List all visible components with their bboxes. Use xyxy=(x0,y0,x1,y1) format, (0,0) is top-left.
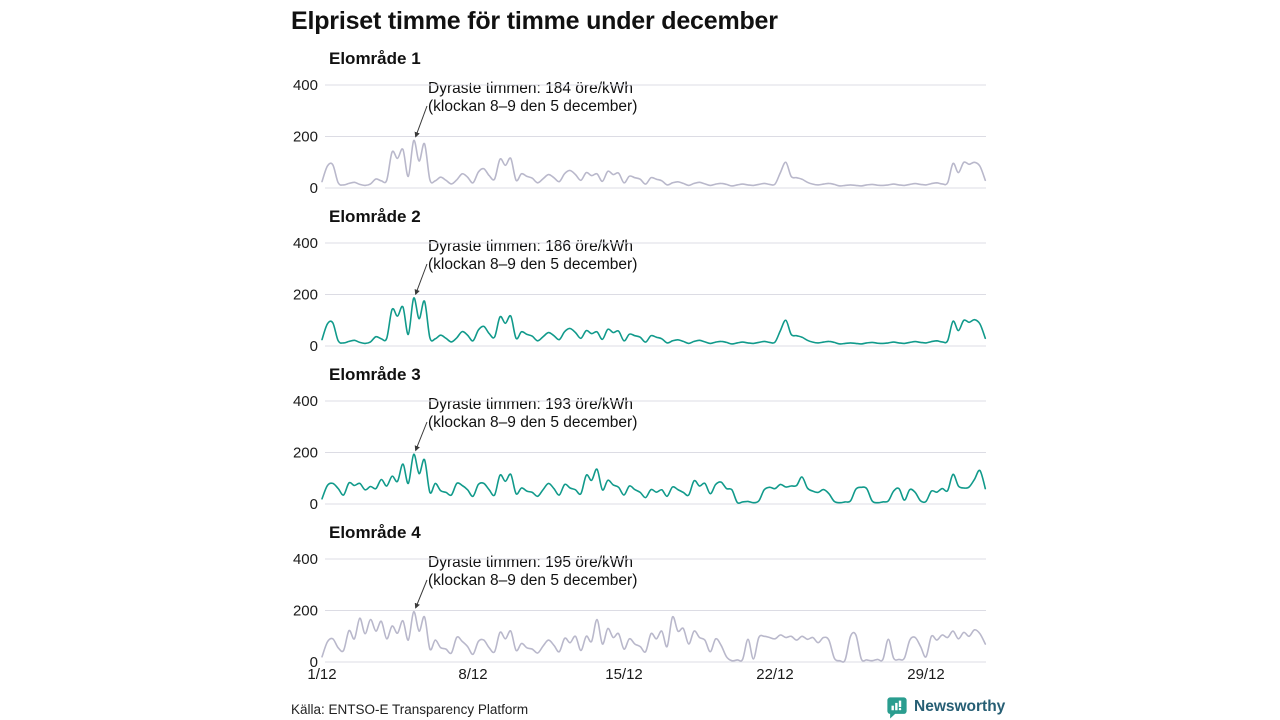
source-credit: Källa: ENTSO-E Transparency Platform xyxy=(291,702,529,717)
chart-panel-elomrade-1: Elområde 1 Dyraste timmen: 184 öre/kWh (… xyxy=(0,44,1280,202)
line-chart: 400 200 0 xyxy=(293,235,987,355)
peak-annotation: Dyraste timmen: 195 öre/kWh (klockan 8–9… xyxy=(428,554,637,590)
annotation-line-2: (klockan 8–9 den 5 december) xyxy=(428,572,638,589)
chart-panel-elomrade-2: Elområde 2 Dyraste timmen: 186 öre/kWh (… xyxy=(0,202,1280,360)
annotation-line-2: (klockan 8–9 den 5 december) xyxy=(428,414,638,431)
svg-text:200: 200 xyxy=(293,287,318,304)
brand-logo: Newsworthy xyxy=(886,695,1005,719)
annotation-line-1: Dyraste timmen: 184 öre/kWh xyxy=(428,80,634,97)
svg-text:400: 400 xyxy=(293,77,318,94)
x-tick: 29/12 xyxy=(907,666,945,683)
x-axis: 1/12 8/12 15/12 22/12 29/12 xyxy=(0,666,1280,686)
x-tick: 15/12 xyxy=(605,666,643,683)
peak-annotation: Dyraste timmen: 186 öre/kWh (klockan 8–9… xyxy=(428,238,637,274)
x-tick: 1/12 xyxy=(307,666,337,683)
newsworthy-logo-icon xyxy=(887,696,907,718)
chart-panel-elomrade-4: Elområde 4 Dyraste timmen: 195 öre/kWh (… xyxy=(0,518,1280,676)
svg-text:0: 0 xyxy=(310,496,318,513)
peak-annotation: Dyraste timmen: 184 öre/kWh (klockan 8–9… xyxy=(428,80,637,116)
panel-title: Elområde 1 xyxy=(329,49,421,68)
svg-text:200: 200 xyxy=(293,603,318,620)
panel-title: Elområde 2 xyxy=(329,207,421,226)
line-chart: 400 200 0 xyxy=(293,551,987,671)
brand-name: Newsworthy xyxy=(914,698,1006,715)
svg-text:400: 400 xyxy=(293,235,318,252)
line-chart: 400 200 0 xyxy=(293,77,987,197)
svg-text:400: 400 xyxy=(293,393,318,410)
annotation-line-1: Dyraste timmen: 195 öre/kWh xyxy=(428,554,634,571)
peak-annotation: Dyraste timmen: 193 öre/kWh (klockan 8–9… xyxy=(428,396,637,432)
svg-text:200: 200 xyxy=(293,129,318,146)
panel-title: Elområde 4 xyxy=(329,523,421,542)
annotation-line-2: (klockan 8–9 den 5 december) xyxy=(428,98,638,115)
line-chart: 400 200 0 xyxy=(293,393,987,513)
svg-text:200: 200 xyxy=(293,445,318,462)
svg-text:400: 400 xyxy=(293,551,318,568)
x-tick: 22/12 xyxy=(756,666,794,683)
svg-text:0: 0 xyxy=(310,338,318,355)
page-title: Elpriset timme för timme under december xyxy=(291,7,778,35)
svg-text:0: 0 xyxy=(310,654,318,671)
svg-text:0: 0 xyxy=(310,180,318,197)
annotation-line-2: (klockan 8–9 den 5 december) xyxy=(428,256,638,273)
x-tick: 8/12 xyxy=(458,666,488,683)
chart-panel-elomrade-3: Elområde 3 Dyraste timmen: 193 öre/kWh (… xyxy=(0,360,1280,518)
panel-title: Elområde 3 xyxy=(329,365,421,384)
annotation-line-1: Dyraste timmen: 186 öre/kWh xyxy=(428,238,634,255)
annotation-line-1: Dyraste timmen: 193 öre/kWh xyxy=(428,396,634,413)
